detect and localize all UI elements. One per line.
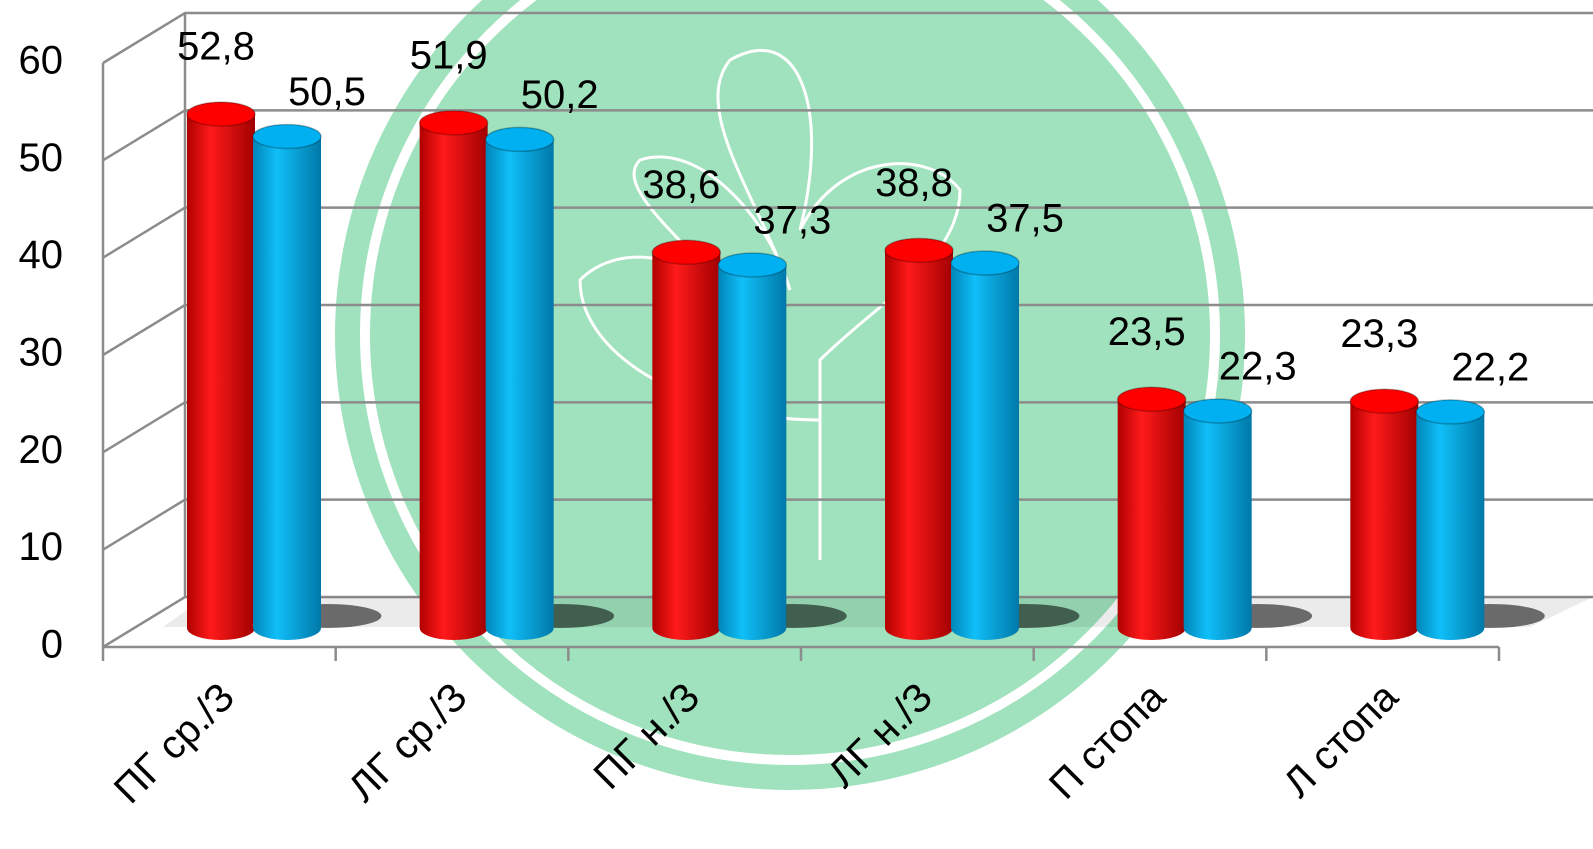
value-label: 52,8 [177, 25, 255, 69]
value-label: 38,6 [642, 163, 720, 207]
bar [885, 238, 953, 640]
bar [1350, 389, 1418, 640]
value-label: 23,5 [1108, 310, 1186, 354]
y-tick-label: 60 [19, 39, 64, 83]
y-tick-label: 50 [19, 136, 64, 180]
y-tick-label: 0 [41, 623, 63, 667]
x-tick-label: ПГ ср./З [106, 675, 243, 812]
bar-top [420, 111, 488, 135]
bar-top [253, 124, 321, 148]
y-tick-label: 40 [19, 233, 64, 277]
bar-top [1184, 399, 1252, 423]
bar [1416, 400, 1484, 640]
bar-top [1416, 400, 1484, 424]
bar [253, 124, 321, 640]
value-label: 23,3 [1340, 312, 1418, 356]
bar-top [187, 102, 255, 126]
bar-top [652, 240, 720, 264]
bar-top [486, 127, 554, 151]
bar [1118, 387, 1186, 640]
bar-top [1118, 387, 1186, 411]
y-tick-label: 10 [19, 525, 64, 569]
bar [652, 240, 720, 640]
value-label: 50,5 [288, 70, 366, 114]
bar [718, 253, 786, 640]
bar [420, 111, 488, 640]
bar-top [885, 238, 953, 262]
x-tick-label: ЛГ ср./З [340, 675, 476, 811]
bar [187, 102, 255, 640]
value-label: 51,9 [410, 33, 488, 77]
bar-top [1350, 389, 1418, 413]
value-label: 37,3 [753, 199, 831, 243]
bar-top [718, 253, 786, 277]
bar-top [951, 251, 1019, 275]
y-tick-label: 30 [19, 331, 64, 375]
value-label: 38,8 [875, 161, 953, 205]
value-label: 22,3 [1219, 345, 1297, 389]
value-label: 50,2 [521, 73, 599, 117]
y-tick-label: 20 [19, 428, 64, 472]
chart: 0 10 20 30 40 50 60 ПГ ср./З 52,8 50,5 ЛГ ср./З 51,… [0, 0, 1593, 849]
bar [951, 251, 1019, 640]
bar [486, 127, 554, 640]
value-label: 22,2 [1451, 345, 1529, 389]
value-label: 37,5 [986, 197, 1064, 241]
x-tick-label: Л стопа [1275, 674, 1407, 806]
bar [1184, 399, 1252, 640]
